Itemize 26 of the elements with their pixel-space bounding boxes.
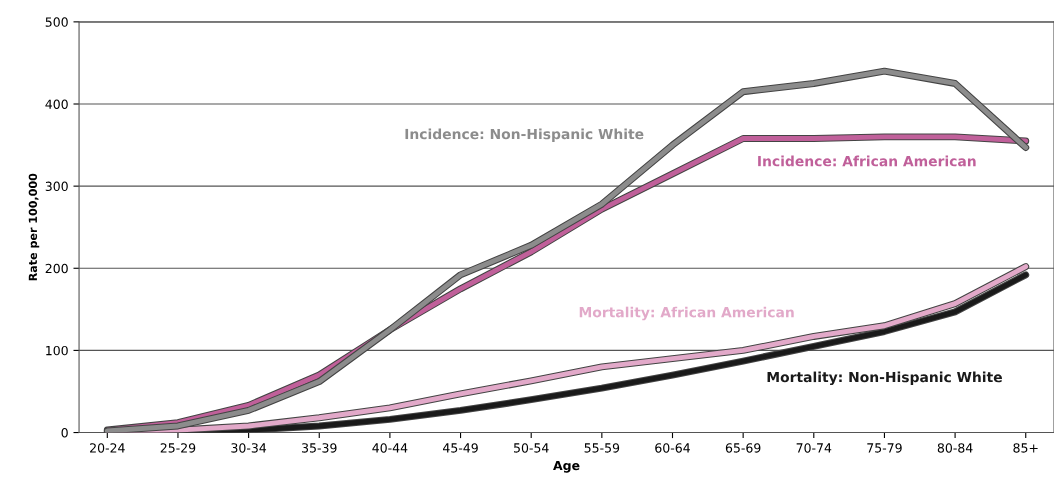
y-tick-label: 300 — [45, 181, 68, 192]
x-tick-label: 50-54 — [514, 443, 549, 453]
x-axis-title: Age — [553, 460, 580, 473]
x-tick-label: 75-79 — [867, 443, 902, 453]
x-tick-label: 45-49 — [443, 443, 478, 453]
y-axis-title: Rate per 100,000 — [28, 173, 40, 281]
y-tick-label: 200 — [45, 263, 68, 274]
x-tick-label: 30-34 — [231, 443, 267, 453]
x-tick-label: 85+ — [1013, 443, 1038, 453]
x-tick-label: 60-64 — [655, 443, 690, 453]
y-tick-label: 0 — [61, 428, 68, 438]
series-label: Mortality: Non-Hispanic White — [767, 371, 1002, 386]
x-tick-label: 25-29 — [160, 443, 196, 453]
x-tick-label: 80-84 — [937, 443, 973, 453]
x-tick-label: 70-74 — [796, 443, 832, 453]
x-tick-label: 55-59 — [584, 443, 620, 453]
series-label: Incidence: Non-Hispanic White — [405, 128, 644, 142]
y-tick-label: 400 — [45, 99, 68, 109]
x-tick-label: 65-69 — [725, 443, 761, 453]
x-tick-label: 20-24 — [90, 443, 125, 453]
series-label: Mortality: African American — [579, 306, 794, 321]
y-tick-label: 100 — [46, 345, 68, 356]
series-label: Incidence: African American — [758, 155, 976, 167]
x-tick-label: 40-44 — [372, 443, 408, 453]
x-tick-label: 35-39 — [302, 443, 337, 453]
y-tick-label: 500 — [45, 17, 68, 27]
